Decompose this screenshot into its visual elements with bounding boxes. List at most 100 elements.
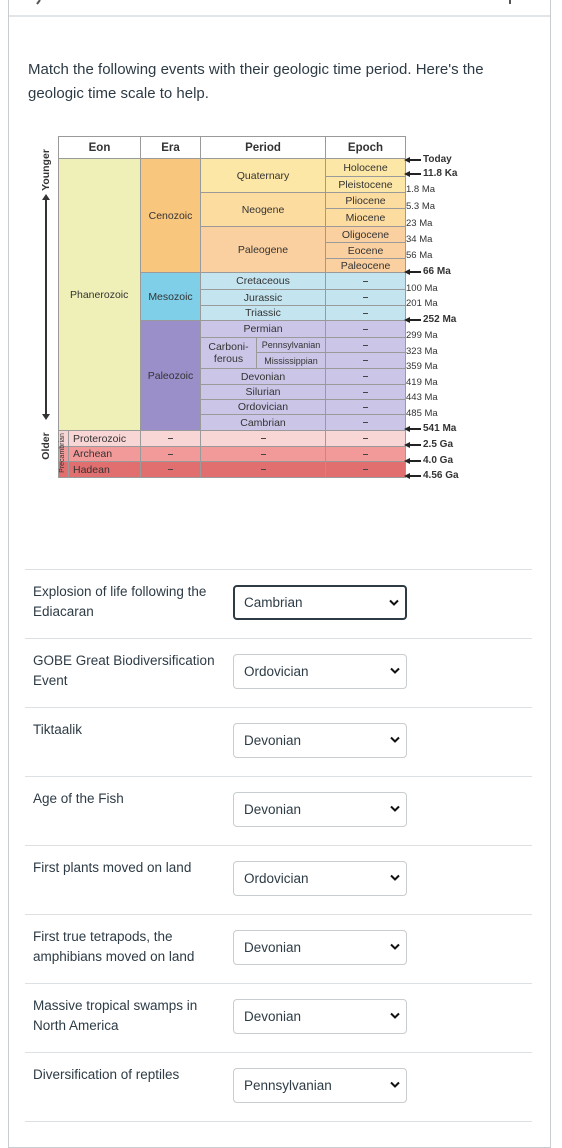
dash: [260, 453, 266, 455]
answer-select[interactable]: Ordovician: [233, 654, 407, 689]
dash: [363, 391, 368, 393]
row-separator: [25, 569, 532, 570]
question-text: Match the following events with their ge…: [28, 61, 484, 102]
select-value: Devonian: [244, 802, 302, 817]
time-label: 359 Ma: [406, 361, 438, 372]
row-separator: [25, 1052, 532, 1053]
period-cell: Cambrian: [200, 414, 326, 431]
header-cell: Era: [140, 136, 201, 159]
eon-cell: Phanerozoic: [58, 158, 141, 431]
dash: [363, 406, 368, 408]
dash: [363, 280, 368, 282]
placeholder-cell: [325, 461, 406, 478]
time-arrow: [409, 444, 421, 446]
time-arrow: [409, 319, 421, 321]
event-text: First plants moved on land: [33, 860, 192, 875]
answer-select[interactable]: Ordovician: [233, 861, 407, 896]
event-text: First true tetrapods, the amphibians mov…: [33, 929, 195, 964]
time-label: Today: [423, 154, 452, 165]
answer-select[interactable]: Pennsylvanian: [233, 1068, 407, 1103]
row-separator: [25, 638, 532, 639]
time-arrow: [409, 173, 421, 175]
time-label: 66 Ma: [423, 266, 451, 277]
time-arrow: [409, 475, 421, 477]
period-cell: Paleogene: [200, 226, 326, 273]
time-arrow: [404, 269, 410, 275]
row-separator: [25, 983, 532, 984]
select-value: Pennsylvanian: [244, 1078, 332, 1093]
row-separator: [25, 707, 532, 708]
event-text: GOBE Great Biodiversification Event: [33, 653, 215, 688]
dash: [363, 438, 368, 439]
dropdown-chevron: [390, 874, 400, 881]
select-value: Devonian: [244, 733, 302, 748]
time-label: 323 Ma: [406, 346, 438, 357]
chevron-path: [390, 1081, 400, 1088]
answer-select[interactable]: Devonian: [233, 999, 407, 1034]
dash: [168, 453, 173, 455]
answer-select[interactable]: Devonian: [233, 723, 407, 758]
time-arrow: [404, 426, 410, 432]
period-cell: Silurian: [200, 384, 326, 400]
chevron-path: [390, 943, 400, 950]
top-strip: [9, 0, 551, 17]
row-separator: [25, 914, 532, 915]
time-arrow: [409, 460, 421, 462]
event-text: Tiktaalik: [33, 722, 83, 737]
answer-select[interactable]: Devonian: [233, 792, 407, 827]
time-label: 34 Ma: [406, 234, 433, 245]
epoch-cell: Eocene: [325, 242, 406, 259]
epoch-cell: Holocene: [325, 158, 406, 177]
dash: [363, 469, 368, 470]
dropdown-chevron: [390, 943, 400, 950]
time-label: 5.3 Ma: [406, 201, 436, 212]
period-cell: Permian: [200, 320, 326, 338]
dropdown-chevron: [390, 805, 400, 812]
time-arrow: [404, 458, 410, 464]
axis-arrow-head: [42, 194, 50, 200]
time-label: 23 Ma: [406, 218, 433, 229]
answer-select[interactable]: Cambrian: [233, 585, 407, 620]
axis-arrow-head: [42, 414, 50, 420]
dash: [363, 453, 368, 455]
epoch-cell: Pleistocene: [325, 176, 406, 193]
time-label: 299 Ma: [406, 330, 438, 341]
dash: [363, 312, 368, 314]
period-line: Carboni-: [208, 341, 249, 353]
dropdown-chevron: [390, 1012, 400, 1019]
dash: [363, 297, 368, 298]
time-label: 541 Ma: [423, 423, 457, 434]
dropdown-chevron: [389, 599, 399, 606]
chevron-path: [390, 667, 400, 674]
chevron-path: [390, 874, 400, 881]
epoch-cell: Miocene: [325, 208, 406, 227]
eon-cell: Archean: [68, 446, 141, 462]
dash: [363, 344, 368, 346]
time-label: 2.5 Ga: [423, 439, 454, 450]
time-label: 100 Ma: [406, 283, 438, 294]
time-scale: Eon Era Period Epoch Phanerozoic Proterozoic A…: [0, 0, 562, 500]
time-label: 1.8 Ma: [406, 184, 436, 195]
time-label: 56 Ma: [406, 250, 433, 261]
dropdown-chevron: [390, 1081, 400, 1088]
time-arrow: [404, 171, 410, 177]
era-cell: Mesozoic: [140, 272, 201, 321]
time-label: 11.8 Ka: [423, 168, 458, 179]
dash: [363, 360, 368, 361]
period-cell: Carboni-ferous: [200, 337, 257, 369]
time-arrow: [404, 317, 410, 323]
dash: [260, 438, 266, 439]
event-text: Age of the Fish: [33, 791, 124, 806]
event-text: Diversification of reptiles: [33, 1067, 180, 1082]
era-cell: Cenozoic: [140, 158, 201, 273]
period-cell: Triassic: [200, 305, 326, 321]
answer-select[interactable]: Devonian: [233, 930, 407, 965]
dash: [168, 469, 173, 470]
period-line: ferous: [213, 353, 244, 365]
dash: [363, 328, 368, 330]
time-arrow: [404, 157, 410, 163]
dropdown-chevron: [390, 736, 400, 743]
nav-arrow: [36, 0, 41, 5]
header-cell: Period: [200, 136, 326, 159]
